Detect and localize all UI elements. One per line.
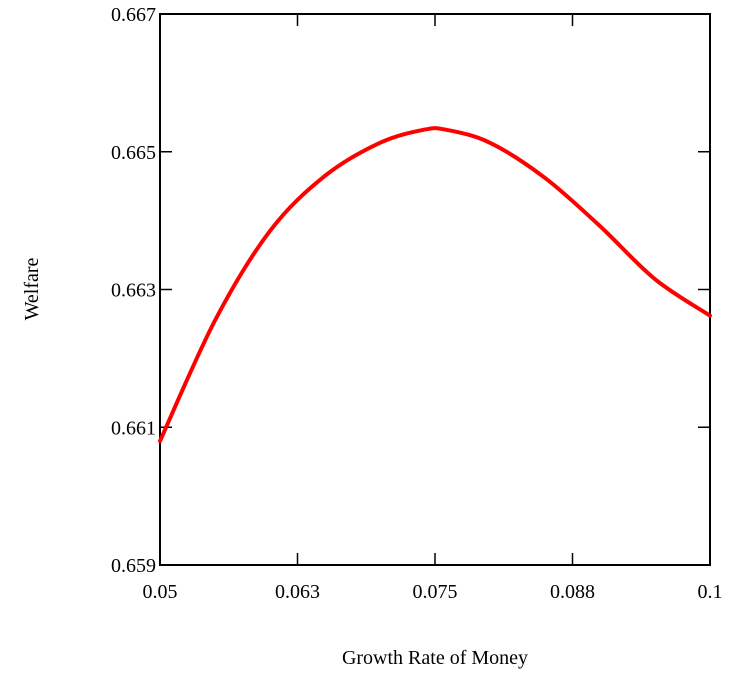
data-point xyxy=(445,129,447,131)
data-point xyxy=(489,142,491,144)
plot-frame xyxy=(160,14,710,565)
data-point xyxy=(214,320,216,322)
x-tick-label: 0.1 xyxy=(698,581,723,603)
x-tick-label: 0.075 xyxy=(413,581,458,603)
series-group xyxy=(159,128,711,442)
y-tick-label: 0.659 xyxy=(111,555,156,577)
data-point xyxy=(423,129,425,131)
y-tick-label: 0.663 xyxy=(111,280,156,302)
data-point xyxy=(654,278,656,280)
y-tick-label: 0.661 xyxy=(111,417,156,439)
x-tick-label: 0.05 xyxy=(143,581,178,603)
data-point xyxy=(544,177,546,179)
plot-area-border xyxy=(160,14,710,565)
x-axis-label: Growth Rate of Money xyxy=(342,647,528,669)
y-tick-label: 0.665 xyxy=(111,142,156,164)
series-line-0 xyxy=(160,128,710,441)
data-point xyxy=(269,230,271,232)
data-point xyxy=(709,315,711,317)
data-point xyxy=(324,175,326,177)
x-tick-label: 0.063 xyxy=(275,581,320,603)
y-axis-ticks: 0.659 0.661 0.663 0.665 0.667 xyxy=(111,4,710,577)
data-point xyxy=(599,225,601,227)
data-point xyxy=(159,440,161,442)
y-axis-label: Welfare xyxy=(21,257,43,320)
x-axis-ticks: 0.05 0.063 0.075 0.088 0.1 xyxy=(143,14,723,603)
y-tick-label: 0.667 xyxy=(111,4,156,26)
x-tick-label: 0.088 xyxy=(550,581,595,603)
data-point xyxy=(379,142,381,144)
